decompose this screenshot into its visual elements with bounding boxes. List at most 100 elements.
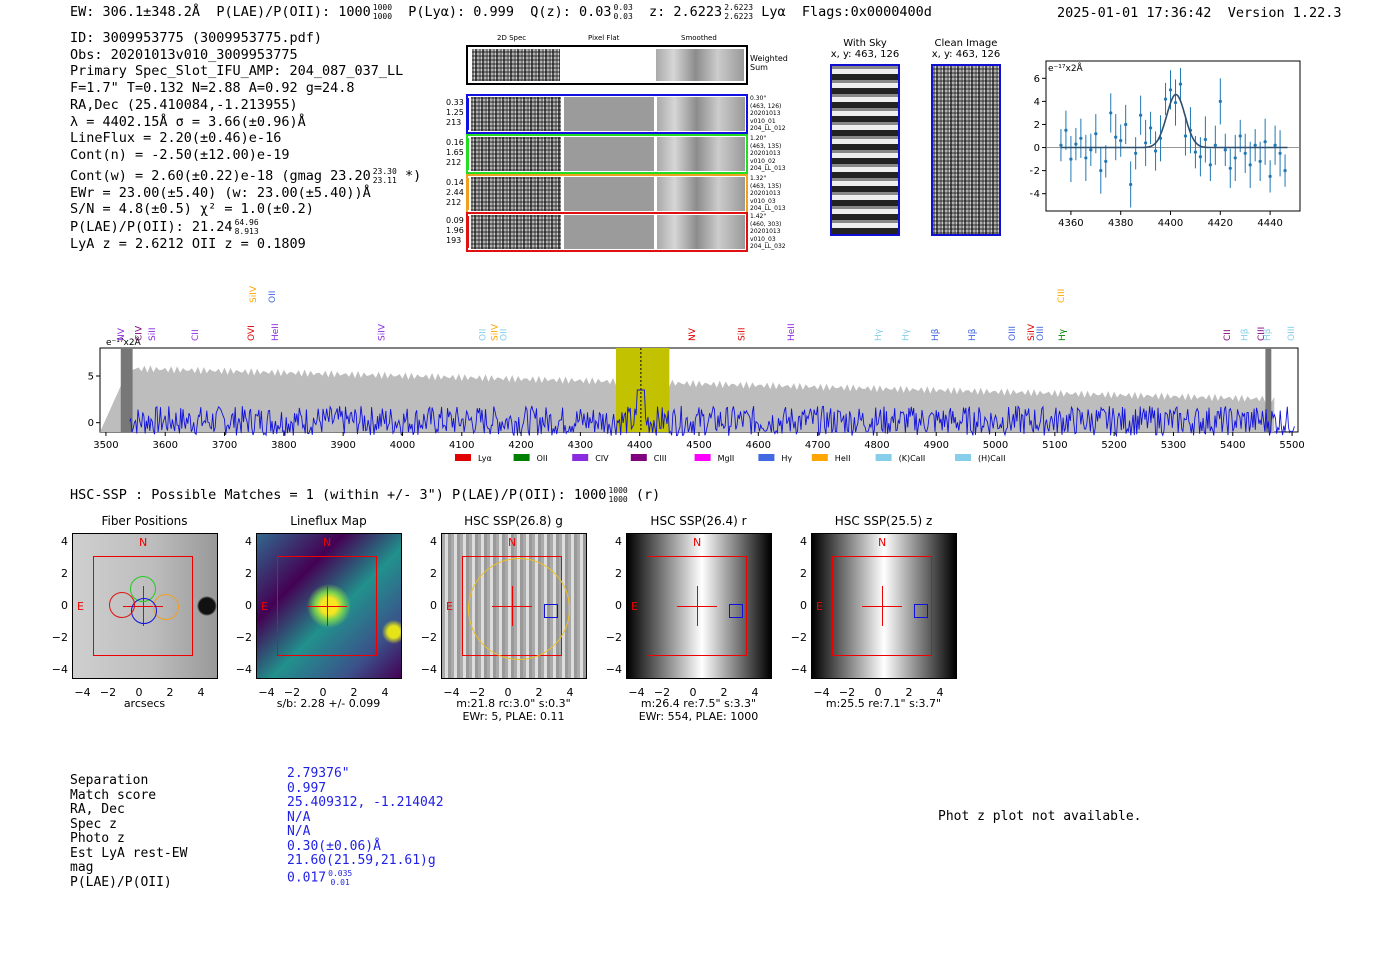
version: Version 1.22.3 xyxy=(1227,5,1342,21)
zoom-data-point xyxy=(1104,159,1108,163)
detection-id: ID: 3009953775 (3009953775.pdf) xyxy=(70,30,322,46)
zoom-data-point xyxy=(1258,159,1262,163)
legend-label: HeII xyxy=(835,454,851,463)
emission-line-label: Hβ xyxy=(968,328,978,341)
match-value: 25.409312, -1.214042 xyxy=(287,795,444,811)
hsc-y-tick-label: −4 xyxy=(51,663,68,676)
hsc-x-tick-label: 0 xyxy=(689,686,697,699)
hsc-y-ticks: 4 2 0 −2 −4 xyxy=(420,533,437,679)
zoom-data-point xyxy=(1094,132,1098,136)
zoom-data-point xyxy=(1084,156,1088,160)
hsc-panel-title: HSC SSP(26.8) g xyxy=(464,514,563,528)
match-value: 0.017 0.035 0.01 xyxy=(287,869,444,887)
cutout-right-stats: 1.20" (463, 135) 20201013 v010_02 204_LL_013 xyxy=(750,135,786,173)
cutout-smoothed xyxy=(657,177,745,211)
zoom-unit-label: e⁻¹⁷x2Å xyxy=(1048,62,1084,74)
hsc-y-tick-label: −2 xyxy=(420,631,437,644)
hsc-x-tick-label: 2 xyxy=(350,686,358,699)
detection-info: ID: 3009953775 (3009953775.pdf) Obs: 202… xyxy=(70,30,421,253)
hsc-x-tick-label: −4 xyxy=(628,686,645,699)
edge-mask-right xyxy=(1265,348,1272,432)
legend-swatch xyxy=(630,454,647,461)
lya-oii-z: LyA z = 2.6212 OII z = 0.1809 xyxy=(70,236,306,253)
hsc-panel-title: HSC SSP(25.5) z xyxy=(834,514,933,528)
hsc-y-ticks: 4 2 0 −2 −4 xyxy=(606,533,622,679)
cutout-pixelflat xyxy=(564,215,654,249)
hsc-x-ticks: −4 −2 0 2 4 xyxy=(801,686,966,699)
crosshair-horizontal xyxy=(862,606,902,607)
legend-label: CIV xyxy=(595,454,609,463)
match-key: P(LAE)/P(OII) xyxy=(70,874,172,890)
emission-line-label: Hβ xyxy=(1241,328,1251,341)
cutout-left-value: 212 xyxy=(446,158,462,167)
cutout-row xyxy=(466,94,748,134)
zoom-data-point xyxy=(1243,151,1247,155)
cutout-2dspec xyxy=(471,177,561,211)
zoom-y-tick-label: −4 xyxy=(1030,189,1040,200)
match-key: Spec z xyxy=(70,816,117,832)
east-label: E xyxy=(631,600,638,613)
legend-swatch xyxy=(572,454,589,461)
hsc-x-tick-label: 2 xyxy=(905,686,913,699)
cutout-right-value: (460, 303) xyxy=(750,220,782,228)
cutout-right-value: 1.32" xyxy=(750,175,767,182)
hsc-y-tick-label: 4 xyxy=(245,535,252,548)
hsc-summary-text: HSC-SSP : Possible Matches = 1 (within +… xyxy=(70,487,607,503)
cutout-right-value: 1.42" xyxy=(750,213,767,220)
zoom-data-point xyxy=(1109,111,1113,115)
cont-wide-end: *) xyxy=(404,167,422,184)
zoom-data-point xyxy=(1183,134,1188,138)
zoom-data-point xyxy=(1153,149,1158,153)
hsc-y-tick-label: −4 xyxy=(420,663,437,676)
selection-box xyxy=(93,556,193,656)
zoom-x-tick-label: 4420 xyxy=(1208,218,1233,229)
crosshair-horizontal xyxy=(677,606,717,607)
emission-line-label: OIII xyxy=(1036,326,1046,341)
cutout-right-stats: 0.30" (463, 126) 20201013 v010_01 204_LL_012 xyxy=(750,95,786,133)
full-x-tick-label: 5000 xyxy=(983,440,1008,451)
emission-line-label: OVI xyxy=(247,325,257,341)
plae-ratio-text: P(LAE)/P(OII): 21.24 xyxy=(70,219,233,236)
match-value-text: 25.409312, -1.214042 xyxy=(287,795,444,810)
zoom-x-tick-label: 4440 xyxy=(1257,218,1282,229)
emission-line-label: Hγ xyxy=(901,328,911,341)
legend-label: CIII xyxy=(654,454,667,463)
cutout-right-value: (463, 135) xyxy=(750,182,782,190)
plae-ratio-lo: 8.913 xyxy=(234,227,259,237)
clean-image xyxy=(931,64,1001,236)
full-x-tick-label: 4300 xyxy=(568,440,593,451)
hsc-x-tick-label: −2 xyxy=(468,686,486,699)
hsc-x-tick-label: 0 xyxy=(504,686,512,699)
hsc-caption-1: m:25.5 re:7.1" s:3.7" xyxy=(825,697,942,710)
hsc-x-tick-label: 4 xyxy=(566,686,574,699)
plae-ratio-fraction: 64.96 8.913 xyxy=(235,218,259,236)
cutout-2dspec xyxy=(471,215,561,249)
zoom-data-point xyxy=(1228,166,1232,170)
cutout-2dspec xyxy=(471,97,561,131)
selection-box xyxy=(832,556,932,656)
emission-line-label: OII xyxy=(268,291,278,303)
cutout-left-value: 0.14 xyxy=(446,178,464,187)
emission-line-label: CIII xyxy=(1057,289,1067,303)
full-x-tick-label: 3500 xyxy=(93,440,118,451)
emission-line-label: SiII xyxy=(738,327,748,341)
cutout-color-marker xyxy=(466,178,469,210)
cutout-left-stats: 0.14 2.44 212 xyxy=(446,178,464,208)
north-label: N xyxy=(693,536,702,549)
cutout-right-value: 0.30" xyxy=(750,95,767,102)
hsc-y-tick-label: −2 xyxy=(790,631,807,644)
emission-line-label: Hβ xyxy=(931,328,941,341)
zoom-y-tick-label: −2 xyxy=(1030,166,1040,177)
crosshair-horizontal xyxy=(307,606,347,607)
cutout-right-value: v010_02 xyxy=(750,157,776,165)
zoom-data-point xyxy=(1059,143,1063,147)
gmag-hi: 23.30 xyxy=(372,166,397,176)
hsc-y-tick-label: 2 xyxy=(615,567,622,580)
match-value: 0.997 xyxy=(287,781,444,797)
hsc-y-tick-label: 2 xyxy=(430,567,437,580)
emission-line-label: SiIV xyxy=(378,323,388,341)
match-value-text: 2.79376" xyxy=(287,766,350,781)
hsc-x-tick-label: 2 xyxy=(720,686,728,699)
